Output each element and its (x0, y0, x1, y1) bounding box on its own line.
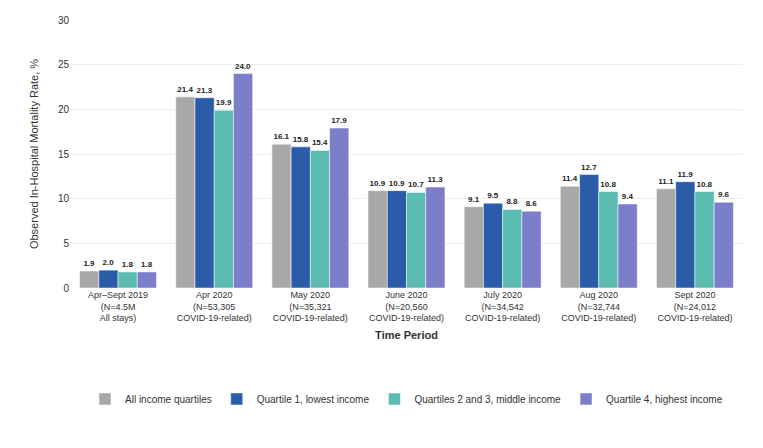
svg-text:11.1: 11.1 (658, 177, 674, 186)
svg-text:10.9: 10.9 (370, 179, 386, 188)
svg-text:8.6: 8.6 (526, 199, 538, 208)
svg-text:10.9: 10.9 (389, 179, 405, 188)
svg-text:9.5: 9.5 (487, 191, 499, 200)
svg-text:12.7: 12.7 (581, 163, 597, 172)
svg-text:8.8: 8.8 (506, 197, 518, 206)
svg-text:All income quartiles: All income quartiles (125, 394, 212, 405)
svg-text:24.0: 24.0 (235, 62, 251, 71)
svg-text:19.9: 19.9 (216, 98, 232, 107)
svg-text:17.9: 17.9 (331, 116, 347, 125)
svg-text:9.4: 9.4 (622, 192, 634, 201)
svg-text:11.4: 11.4 (562, 174, 578, 183)
svg-text:0: 0 (63, 283, 69, 294)
svg-text:Quartiles 2 and 3, middle inco: Quartiles 2 and 3, middle income (414, 394, 561, 405)
svg-text:11.3: 11.3 (428, 175, 444, 184)
svg-text:Apr 2020(N=53,305COVID-19-rela: Apr 2020(N=53,305COVID-19-related) (177, 290, 252, 323)
svg-text:Sept 2020(N=24,012COVID-19-rel: Sept 2020(N=24,012COVID-19-related) (657, 290, 732, 323)
svg-text:1.8: 1.8 (141, 260, 153, 269)
svg-text:5: 5 (63, 238, 69, 249)
svg-text:20: 20 (58, 104, 70, 115)
svg-text:Time Period: Time Period (375, 329, 438, 341)
svg-text:15.8: 15.8 (293, 135, 309, 144)
svg-text:1.8: 1.8 (122, 260, 134, 269)
svg-text:11.9: 11.9 (677, 170, 693, 179)
svg-text:10.8: 10.8 (600, 180, 616, 189)
svg-text:Apr–Sept 2019(N=4.5MAll stays): Apr–Sept 2019(N=4.5MAll stays) (88, 290, 148, 323)
svg-text:July 2020(N=34,542COVID-19-rel: July 2020(N=34,542COVID-19-related) (465, 290, 540, 323)
svg-text:9.1: 9.1 (468, 195, 480, 204)
svg-text:30: 30 (58, 15, 70, 26)
svg-text:16.1: 16.1 (273, 132, 289, 141)
svg-text:Aug 2020(N=32,744COVID-19-rela: Aug 2020(N=32,744COVID-19-related) (561, 290, 636, 323)
svg-text:1.9: 1.9 (83, 259, 95, 268)
svg-text:2.0: 2.0 (103, 258, 115, 267)
svg-text:21.4: 21.4 (177, 85, 193, 94)
svg-text:10: 10 (58, 193, 70, 204)
svg-text:9.6: 9.6 (718, 190, 730, 199)
svg-text:June 2020(N=20,560COVID-19-rel: June 2020(N=20,560COVID-19-related) (369, 290, 444, 323)
svg-text:25: 25 (58, 59, 70, 70)
svg-text:10.7: 10.7 (408, 180, 424, 189)
svg-text:Observed In-Hospital Mortality: Observed In-Hospital Mortality Rate, % (28, 59, 40, 249)
svg-text:Quartile 4, highest income: Quartile 4, highest income (606, 394, 723, 405)
svg-text:15.4: 15.4 (312, 138, 328, 147)
svg-text:10.8: 10.8 (696, 180, 712, 189)
svg-text:May 2020(N=35,321COVID-19-rela: May 2020(N=35,321COVID-19-related) (273, 290, 348, 323)
svg-text:15: 15 (58, 149, 70, 160)
svg-text:21.3: 21.3 (197, 86, 213, 95)
svg-text:Quartile 1, lowest income: Quartile 1, lowest income (257, 394, 370, 405)
